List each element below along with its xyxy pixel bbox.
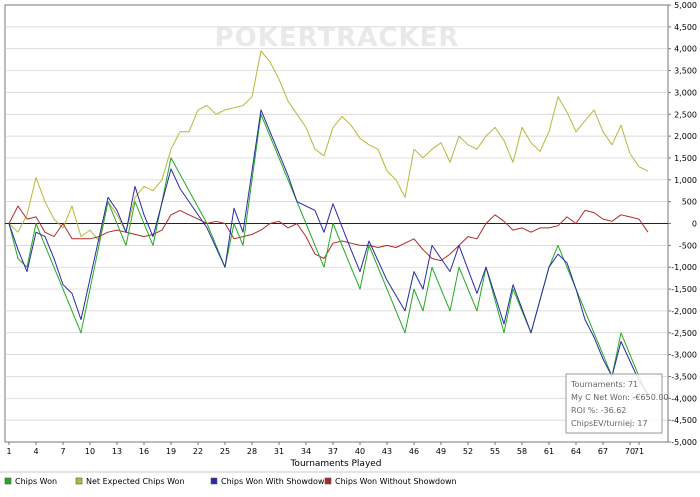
x-tick-label: 58: [517, 447, 527, 456]
x-tick-label: 28: [247, 447, 257, 456]
x-tick-label: 31: [274, 447, 284, 456]
x-tick-label: 67: [598, 447, 608, 456]
y-tick-label: -2,500: [671, 329, 697, 338]
x-tick-label: 34: [301, 447, 311, 456]
legend-swatch: [4, 477, 12, 485]
y-tick-label: 1,000: [674, 176, 697, 185]
y-tick-label: 4,000: [674, 45, 697, 54]
legend-item-chips-won[interactable]: Chips Won: [4, 477, 57, 486]
x-tick-label: 52: [463, 447, 473, 456]
y-tick-label: 3,500: [674, 67, 697, 76]
y-tick-label: -5,000: [671, 438, 697, 447]
x-tick-label: 7: [60, 447, 65, 456]
legend-item-without-showdown[interactable]: Chips Won Without Showdown: [324, 477, 457, 486]
y-tick-label: 5,000: [674, 1, 697, 10]
stats-tooltip: Tournaments: 71 My C Net Won: -€650.00 R…: [565, 373, 669, 434]
x-tick-label: 13: [112, 447, 122, 456]
x-tick-label: 43: [382, 447, 392, 456]
y-tick-label: 2,000: [674, 132, 697, 141]
y-tick-label: -1,000: [671, 263, 697, 272]
y-tick-label: 3,000: [674, 88, 697, 97]
y-tick-label: 1,500: [674, 154, 697, 163]
series-line-chips-won: [8, 113, 649, 399]
y-tick-label: 500: [682, 198, 697, 207]
legend-swatch: [210, 477, 218, 485]
x-axis-title: Tournaments Played: [289, 459, 381, 469]
y-tick-label: -3,500: [671, 372, 697, 381]
x-tick-label: 55: [490, 447, 500, 456]
y-tick-label: -2,000: [671, 307, 697, 316]
y-tick-label: -4,000: [671, 394, 697, 403]
x-tick-label: 70: [625, 447, 635, 456]
x-tick-label: 46: [409, 447, 419, 456]
x-tick-label: 25: [220, 447, 230, 456]
tooltip-box: [565, 373, 663, 434]
x-tick-label: 71: [634, 447, 644, 456]
x-tick-label: 61: [544, 447, 554, 456]
grid-lines: [5, 26, 668, 421]
y-tick-label: -3,000: [671, 351, 697, 360]
x-tick-label: 1: [6, 447, 11, 456]
legend-label: Chips Won: [15, 477, 57, 486]
y-tick-label: -500: [679, 241, 697, 250]
y-tick-label: 2,500: [674, 110, 697, 119]
x-tick-label: 10: [85, 447, 95, 456]
legend-item-with-showdown[interactable]: Chips Won With Showdown: [210, 477, 330, 486]
legend-label: Chips Won Without Showdown: [335, 477, 457, 486]
tooltip-line: ChipsEV/turniej: 17: [571, 419, 648, 428]
legend-item-net-expected[interactable]: Net Expected Chips Won: [75, 477, 185, 486]
x-tick-label: 40: [355, 447, 365, 456]
legend-swatch: [75, 477, 83, 485]
series-line-chips-won-with-showdown: [8, 109, 649, 395]
y-tick-label: -1,500: [671, 285, 697, 294]
legend-label: Chips Won With Showdown: [221, 477, 330, 486]
x-tick-label: 22: [193, 447, 203, 456]
x-axis-ticks: 1 4 7 10 13 16 19 22 25 28 31 34 37 40 43 46 49 52 55 58 61 6…: [6, 442, 644, 456]
series-line-net-expected-chips-won: [8, 50, 649, 242]
y-tick-label: 4,500: [674, 23, 697, 32]
x-tick-label: 19: [166, 447, 176, 456]
tooltip-line: Tournaments: 71: [570, 380, 638, 389]
x-tick-label: 49: [436, 447, 446, 456]
y-axis-ticks: 5,000 4,500 4,000 3,500 3,000 2,500 2,000 1,500…: [668, 1, 697, 447]
x-tick-label: 64: [571, 447, 581, 456]
legend: Chips Won Net Expected Chips Won Chips W…: [0, 471, 700, 486]
x-tick-label: 4: [33, 447, 38, 456]
tooltip-line: My C Net Won: -€650.00: [571, 393, 669, 402]
x-tick-label: 16: [139, 447, 149, 456]
x-tick-label: 37: [328, 447, 338, 456]
y-tick-label: 0: [692, 220, 697, 229]
legend-swatch: [324, 477, 332, 485]
y-tick-label: -4,500: [671, 416, 697, 425]
tooltip-line: ROI %: -36.62: [571, 406, 626, 415]
series-line-chips-won-without-showdown: [8, 205, 649, 262]
series-lines: [8, 50, 649, 399]
watermark: POKERTRACKER: [215, 23, 460, 53]
legend-label: Net Expected Chips Won: [86, 477, 185, 486]
